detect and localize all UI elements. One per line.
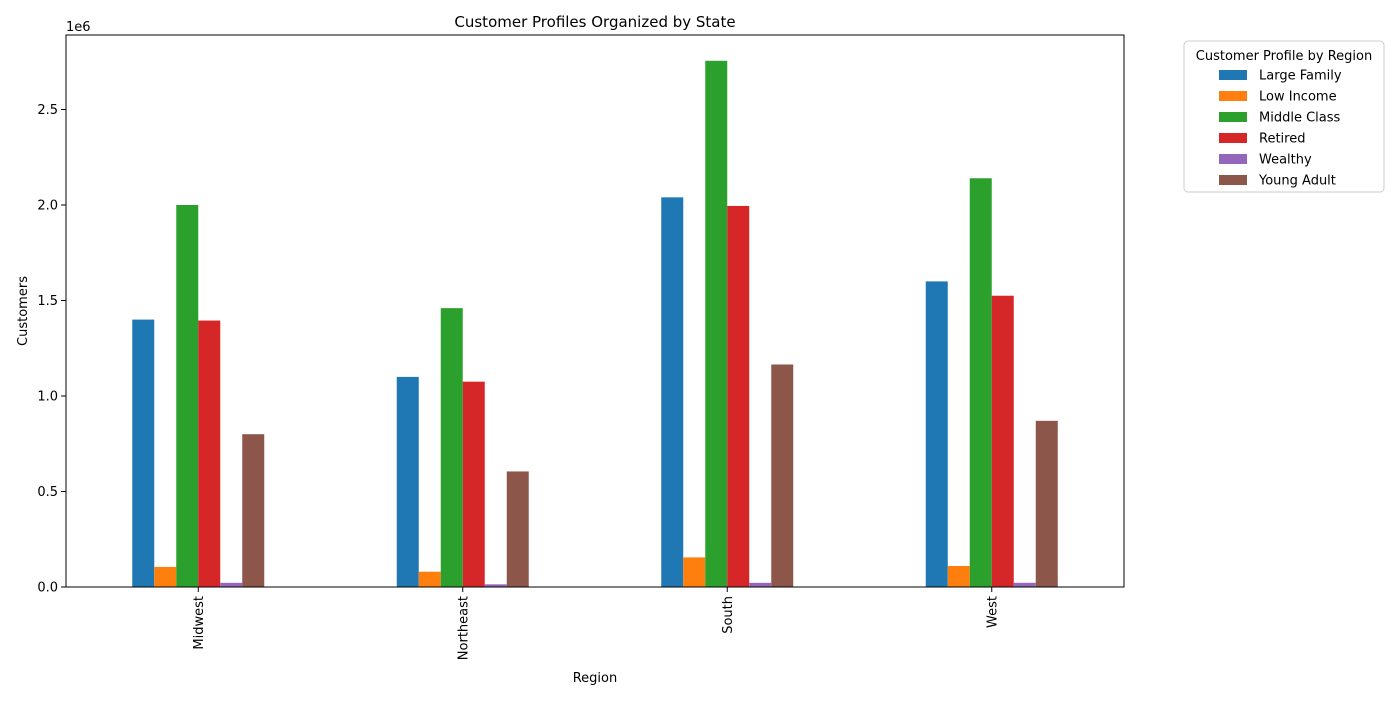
y-tick-label: 1.5 (37, 294, 58, 309)
bar-young-adult-midwest (242, 434, 265, 587)
bar-wealthy-midwest (220, 582, 243, 587)
bar-middle-class-west (969, 178, 992, 587)
bar-large-family-west (925, 281, 948, 587)
bar-retired-northeast (462, 381, 485, 587)
bar-large-family-northeast (396, 376, 419, 587)
legend-label-young-adult: Young Adult (1258, 174, 1336, 189)
legend-swatch-large-family (1219, 70, 1247, 80)
bars-layer (132, 60, 1058, 588)
bar-wealthy-northeast (484, 584, 507, 587)
bar-young-adult-northeast (506, 471, 529, 587)
x-tick-label-west: West (985, 596, 1000, 628)
bar-middle-class-south (705, 60, 728, 588)
bar-low-income-northeast (418, 571, 441, 587)
y-axis-offset-label: 1e6 (66, 20, 91, 35)
x-tick-label-midwest: Midwest (192, 596, 207, 650)
x-tick-label-south: South (721, 596, 736, 634)
bar-young-adult-west (1035, 420, 1058, 587)
x-axis-ticks: Midwest Northeast South West (192, 587, 1000, 660)
bar-low-income-west (947, 565, 970, 587)
y-tick-label: 2.5 (37, 103, 58, 118)
legend-swatch-middle-class (1219, 112, 1247, 122)
y-tick-label: 0.5 (37, 485, 58, 500)
legend-label-low-income: Low Income (1259, 90, 1337, 105)
y-tick-label: 0.0 (37, 581, 58, 596)
y-axis-label: Customers (16, 276, 31, 346)
y-tick-label: 2.0 (37, 198, 58, 213)
y-axis-ticks: 0.0 0.5 1.0 1.5 2.0 2.5 (37, 103, 66, 596)
legend: Customer Profile by Region Large FamilyL… (1183, 40, 1385, 193)
x-axis-label: Region (573, 671, 618, 686)
legend-swatch-wealthy (1219, 154, 1247, 164)
bar-middle-class-midwest (176, 204, 199, 587)
bar-large-family-south (661, 197, 684, 587)
x-tick-label-northeast: Northeast (456, 596, 471, 660)
legend-label-large-family: Large Family (1259, 69, 1342, 84)
legend-title: Customer Profile by Region (1196, 49, 1372, 64)
legend-label-retired: Retired (1259, 132, 1305, 147)
legend-swatch-young-adult (1219, 175, 1247, 185)
bar-retired-west (991, 295, 1014, 587)
legend-label-middle-class: Middle Class (1259, 111, 1341, 126)
bar-low-income-midwest (154, 566, 177, 587)
bar-wealthy-west (1013, 582, 1036, 587)
legend-swatch-low-income (1219, 91, 1247, 101)
bar-low-income-south (683, 557, 706, 587)
chart-title: Customer Profiles Organized by State (454, 13, 735, 31)
legend-label-wealthy: Wealthy (1259, 153, 1312, 168)
legend-items: Large Family Low Income Middle Class Retire… (1219, 69, 1342, 189)
bar-large-family-midwest (132, 319, 155, 587)
bar-retired-south (727, 205, 750, 587)
bar-young-adult-south (771, 364, 794, 587)
plot-area-frame (65, 34, 1125, 588)
bar-wealthy-south (749, 582, 772, 587)
legend-swatch-retired (1219, 133, 1247, 143)
y-tick-label: 1.0 (37, 389, 58, 404)
bar-retired-midwest (198, 320, 221, 587)
bar-middle-class-northeast (440, 308, 463, 587)
